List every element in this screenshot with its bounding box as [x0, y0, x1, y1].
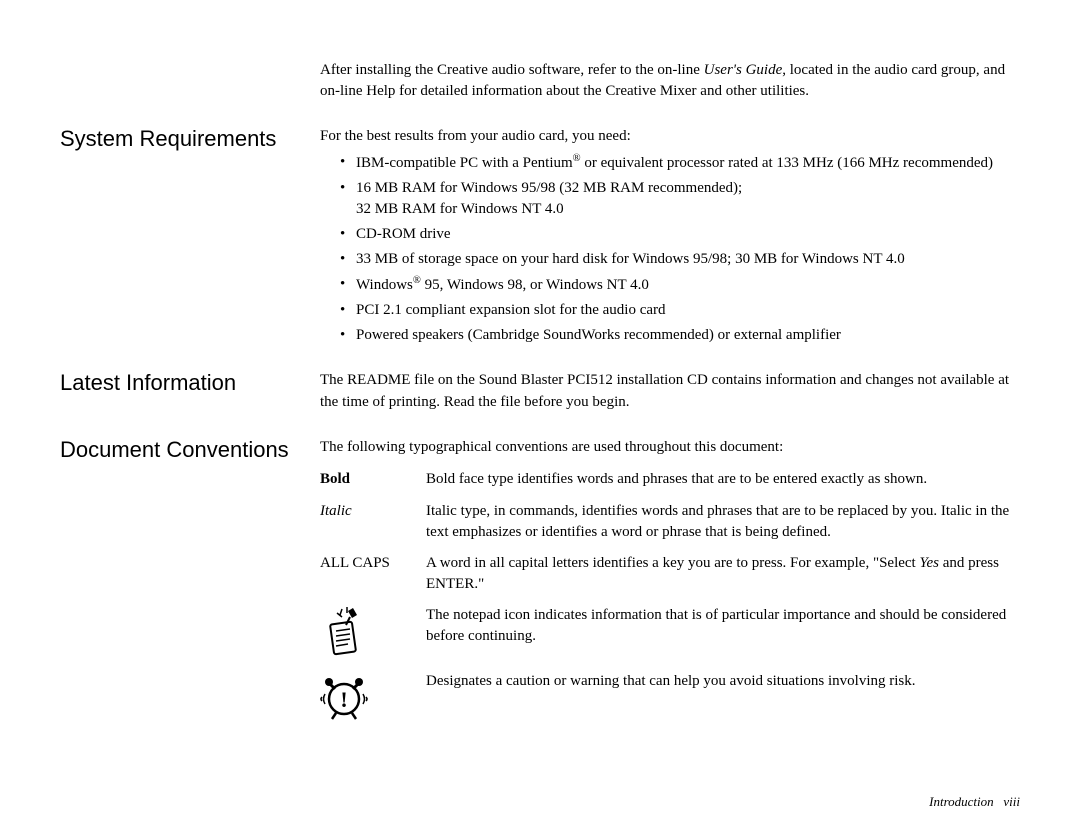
conv-italic-desc: Italic type, in commands, identifies wor…	[426, 499, 1020, 551]
heading-text: Document Conventions	[60, 437, 289, 462]
desc-em: Yes	[919, 555, 938, 571]
registered-mark: ®	[573, 153, 581, 164]
conv-bold-desc: Bold face type identifies words and phra…	[426, 467, 1020, 499]
table-row: The notepad icon indicates information t…	[320, 603, 1020, 669]
requirements-list: IBM-compatible PC with a Pentium® or equ…	[320, 152, 1020, 346]
item-post: 95, Windows 98, or Windows NT 4.0	[421, 277, 649, 293]
page-footer: Introduction viii	[929, 794, 1020, 810]
conv-lead: The following typographical conventions …	[320, 437, 1020, 459]
heading-text: Latest Information	[60, 370, 236, 395]
system-requirements-section: System Requirements For the best results…	[60, 126, 1020, 350]
document-conventions-body: The following typographical conventions …	[320, 437, 1020, 731]
notepad-icon	[320, 605, 364, 661]
conv-bold-label: Bold	[320, 467, 426, 499]
item-post: or equivalent processor rated at 133 MHz…	[581, 155, 993, 171]
conv-allcaps-label: ALL CAPS	[320, 551, 426, 603]
item-text: PCI 2.1 compliant expansion slot for the…	[356, 302, 666, 318]
req-lead: For the best results from your audio car…	[320, 126, 1020, 148]
conv-allcaps-desc: A word in all capital letters identifies…	[426, 551, 1020, 603]
document-conventions-section: Document Conventions The following typog…	[60, 437, 1020, 731]
footer-section: Introduction	[929, 794, 994, 809]
list-item: Powered speakers (Cambridge SoundWorks r…	[356, 325, 1020, 346]
list-item: CD-ROM drive	[356, 224, 1020, 245]
system-requirements-body: For the best results from your audio car…	[320, 126, 1020, 350]
intro-guide-name: User's Guide	[704, 62, 783, 78]
latest-information-heading: Latest Information	[60, 370, 320, 396]
latest-information-body: The README file on the Sound Blaster PCI…	[320, 370, 1020, 418]
caution-icon-cell: !	[320, 669, 426, 731]
list-item: 33 MB of storage space on your hard disk…	[356, 249, 1020, 270]
item-text: Powered speakers (Cambridge SoundWorks r…	[356, 327, 841, 343]
desc-pre: A word in all capital letters identifies…	[426, 555, 919, 571]
registered-mark: ®	[413, 275, 421, 286]
notepad-icon-cell	[320, 603, 426, 669]
heading-text: System Requirements	[60, 126, 276, 151]
table-row: !	[320, 669, 1020, 731]
conventions-table: Bold Bold face type identifies words and…	[320, 467, 1020, 731]
item-text: CD-ROM drive	[356, 226, 451, 242]
item-text: 33 MB of storage space on your hard disk…	[356, 251, 905, 267]
alarm-clock-icon: !	[320, 671, 368, 723]
system-requirements-heading: System Requirements	[60, 126, 320, 152]
intro-paragraph: After installing the Creative audio soft…	[320, 60, 1020, 102]
list-item: 16 MB RAM for Windows 95/98 (32 MB RAM r…	[356, 178, 1020, 220]
table-row: Italic Italic type, in commands, identif…	[320, 499, 1020, 551]
svg-text:!: !	[340, 687, 347, 712]
document-conventions-heading: Document Conventions	[60, 437, 320, 463]
item-pre: Windows	[356, 277, 413, 293]
list-item: IBM-compatible PC with a Pentium® or equ…	[356, 152, 1020, 174]
item-text: 16 MB RAM for Windows 95/98 (32 MB RAM r…	[356, 180, 742, 217]
table-row: ALL CAPS A word in all capital letters i…	[320, 551, 1020, 603]
item-pre: IBM-compatible PC with a Pentium	[356, 155, 573, 171]
intro-prefix: After installing the Creative audio soft…	[320, 62, 704, 78]
footer-page: viii	[1003, 794, 1020, 809]
list-item: PCI 2.1 compliant expansion slot for the…	[356, 300, 1020, 321]
table-row: Bold Bold face type identifies words and…	[320, 467, 1020, 499]
conv-caution-desc: Designates a caution or warning that can…	[426, 669, 1020, 731]
latest-info-text: The README file on the Sound Blaster PCI…	[320, 370, 1020, 414]
conv-notepad-desc: The notepad icon indicates information t…	[426, 603, 1020, 669]
latest-information-section: Latest Information The README file on th…	[60, 370, 1020, 418]
conv-italic-label: Italic	[320, 499, 426, 551]
list-item: Windows® 95, Windows 98, or Windows NT 4…	[356, 274, 1020, 296]
